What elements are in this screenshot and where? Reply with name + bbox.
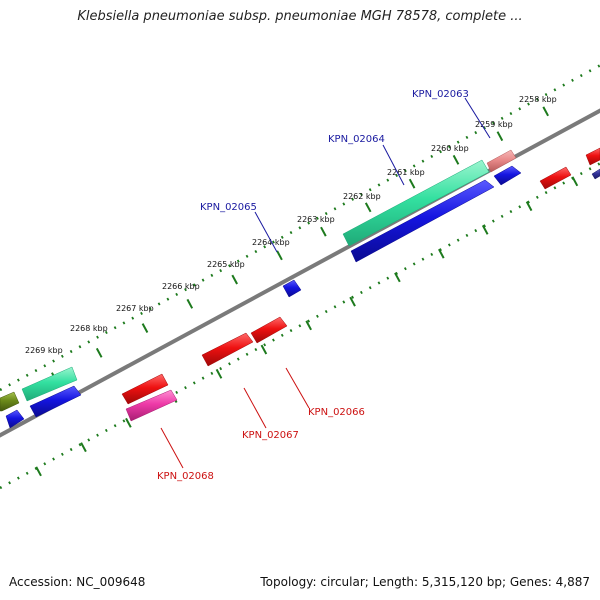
tick-label-2266: 2266 kbp bbox=[162, 282, 200, 291]
gene-features bbox=[0, 147, 600, 429]
inner-major-tick-13 bbox=[35, 466, 42, 477]
feature-blue-left[interactable] bbox=[29, 385, 82, 418]
tick-label-2262: 2262 kbp bbox=[343, 192, 381, 201]
tick-label-2259: 2259 kbp bbox=[475, 120, 513, 129]
feature-blue-small-top[interactable] bbox=[493, 165, 522, 186]
leader-kpn-02064 bbox=[382, 144, 405, 186]
feature-blue-small-left[interactable] bbox=[5, 409, 25, 429]
gene-label-kpn-02066[interactable]: KPN_02066 bbox=[308, 407, 365, 418]
inner-tick-dots bbox=[0, 161, 600, 490]
tick-label-2264: 2264 kbp bbox=[252, 238, 290, 247]
leader-kpn-02068 bbox=[160, 427, 184, 469]
inner-major-tick-12 bbox=[80, 442, 87, 453]
accession-text: Accession: NC_009648 bbox=[9, 575, 146, 589]
inner-major-tick-9 bbox=[215, 368, 223, 379]
outer-tick-ring bbox=[0, 63, 600, 392]
outer-major-tick-2266 bbox=[186, 298, 194, 309]
tick-label-2263: 2263 kbp bbox=[297, 215, 335, 224]
leader-kpn-02066 bbox=[285, 367, 310, 409]
feature-red-3[interactable] bbox=[121, 373, 169, 405]
gene-leader-lines bbox=[160, 97, 491, 469]
inner-major-tick-4 bbox=[438, 248, 445, 259]
inner-major-tick-1 bbox=[571, 176, 579, 187]
outer-tick-dots bbox=[0, 63, 600, 392]
gene-label-kpn-02063[interactable]: KPN_02063 bbox=[412, 89, 469, 100]
gene-labels: KPN_02063 KPN_02064 KPN_02065 KPN_02066 … bbox=[157, 89, 469, 482]
tick-label-2268: 2268 kbp bbox=[70, 324, 108, 333]
map-title: Klebsiella pneumoniae subsp. pneumoniae … bbox=[77, 9, 523, 24]
genome-summary-text: Topology: circular; Length: 5,315,120 bp… bbox=[260, 575, 590, 589]
feature-navy-edge[interactable] bbox=[591, 168, 600, 180]
feature-salmon[interactable] bbox=[486, 149, 517, 173]
inner-major-tick-11 bbox=[125, 417, 132, 428]
inner-major-tick-2 bbox=[525, 201, 533, 212]
inner-major-tick-3 bbox=[481, 224, 489, 235]
gene-label-kpn-02068[interactable]: KPN_02068 bbox=[157, 471, 214, 482]
outer-major-tick-2262 bbox=[364, 202, 372, 213]
feature-pink[interactable] bbox=[125, 389, 178, 422]
tick-label-2265: 2265 kbp bbox=[207, 260, 245, 269]
gene-label-kpn-02067[interactable]: KPN_02067 bbox=[242, 430, 299, 441]
feature-olive[interactable] bbox=[0, 391, 20, 412]
gene-label-kpn-02065[interactable]: KPN_02065 bbox=[200, 202, 257, 213]
tick-labels: 2258 kbp 2259 kbp 2260 kbp 2261 kbp 2262… bbox=[25, 95, 557, 355]
tick-label-2260: 2260 kbp bbox=[431, 144, 469, 153]
outer-major-tick-2259 bbox=[496, 131, 504, 142]
feature-blue-small-mid[interactable] bbox=[282, 279, 302, 298]
tick-label-2261: 2261 kbp bbox=[387, 168, 425, 177]
inner-major-tick-6 bbox=[349, 296, 356, 307]
feature-red-edge[interactable] bbox=[585, 147, 600, 166]
outer-major-tick-2261 bbox=[408, 178, 416, 189]
outer-major-tick-2260 bbox=[452, 154, 460, 165]
outer-major-tick-2267 bbox=[141, 323, 149, 333]
outer-major-tick-2268 bbox=[95, 347, 103, 358]
tick-label-2269: 2269 kbp bbox=[25, 346, 63, 355]
outer-major-tick-2264 bbox=[276, 250, 283, 261]
leader-kpn-02063 bbox=[464, 97, 491, 139]
feature-blue-long[interactable] bbox=[350, 179, 495, 263]
feature-red-1[interactable] bbox=[250, 316, 288, 344]
inner-major-tick-5 bbox=[394, 272, 401, 283]
feature-red-far-right[interactable] bbox=[539, 166, 572, 190]
outer-major-tick-2258 bbox=[542, 106, 549, 117]
gene-label-kpn-02064[interactable]: KPN_02064 bbox=[328, 134, 385, 145]
leader-kpn-02065 bbox=[254, 211, 278, 253]
tick-label-2267: 2267 kbp bbox=[116, 304, 154, 313]
inner-tick-ring bbox=[0, 161, 600, 490]
inner-major-tick-8 bbox=[260, 344, 268, 355]
outer-major-tick-2265 bbox=[231, 274, 238, 285]
feature-red-2[interactable] bbox=[201, 332, 254, 367]
feature-cyan-left[interactable] bbox=[21, 366, 78, 402]
tick-label-2258: 2258 kbp bbox=[519, 95, 557, 104]
feature-cyan-long[interactable] bbox=[342, 159, 490, 247]
leader-kpn-02067 bbox=[243, 387, 267, 429]
inner-major-tick-7 bbox=[305, 320, 312, 331]
outer-major-tick-2263 bbox=[320, 226, 327, 237]
